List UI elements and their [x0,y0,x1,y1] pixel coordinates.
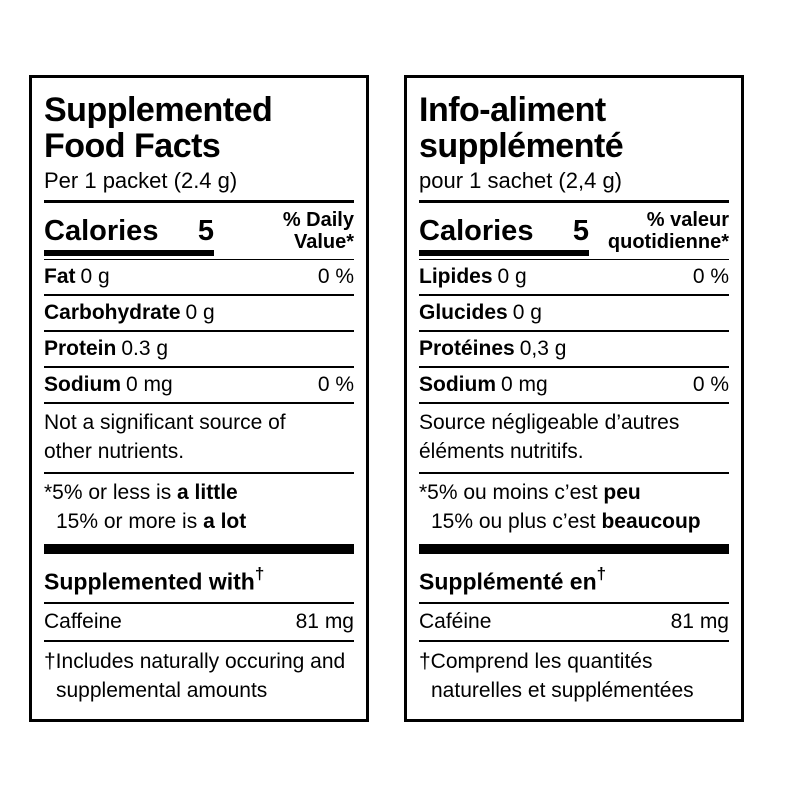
nutrient-daily-value: 0 % [692,373,729,396]
nutrient-amount: 0 g [80,265,110,288]
nutrient-row-protein: Protein 0.3 g [44,332,354,368]
dv-heading-line-2: Value* [293,231,354,253]
french-facts-panel: Info-aliment supplémenté pour 1 sachet (… [404,75,744,722]
nutrient-amount: 0 mg [126,373,173,396]
other-nutrients-note: Source négligeable d’autres éléments nut… [419,404,729,474]
calories-label: Calories [44,215,159,247]
calories-block: Calories 5 [419,215,589,256]
nutrient-name: Sodium [419,373,496,396]
nutrient-row-glucides: Glucides 0 g [419,296,729,332]
legend-bold: a lot [203,510,247,533]
nutrient-row-carbohydrate: Carbohydrate 0 g [44,296,354,332]
supplemented-heading: Supplémenté en† [419,554,729,604]
calories-row: Calories 5 % valeur quotidienne* [419,203,729,260]
other-nutrients-note: Not a significant source of other nutrie… [44,404,354,474]
legend-text: *5% ou moins c’est [419,481,604,504]
nutrient-amount: 0 mg [501,373,548,396]
calories-block: Calories 5 [44,215,214,256]
nutrient-daily-value: 0 % [317,373,354,396]
supplemented-heading-text: Supplemented with [44,568,255,595]
english-facts-panel: Supplemented Food Facts Per 1 packet (2.… [29,75,369,722]
calories-row: Calories 5 % Daily Value* [44,203,354,260]
note-line-2: other nutrients. [44,440,185,463]
supplement-name: Caféine [419,609,492,633]
daily-value-legend: *5% or less is a little 15% or more is a… [44,474,354,554]
footnote-line-2: naturelles et supplémentées [431,678,694,702]
legend-line-1: *5% ou moins c’est peu [419,478,729,507]
legend-text: 15% ou plus c’est [431,510,602,533]
nutrient-amount: 0.3 g [121,337,169,360]
title-line-1: Info-aliment [419,91,606,129]
serving-size: Per 1 packet (2.4 g) [44,168,354,203]
nutrient-name: Lipides [419,265,493,288]
dv-heading-line-2: quotidienne* [607,231,729,253]
calories-label: Calories [419,215,534,247]
nutrient-name: Protein [44,337,117,360]
footnote-line-2: supplemental amounts [56,678,268,702]
legend-bold: a little [177,481,238,504]
title-line-2: supplémenté [419,127,624,165]
nutrient-name: Fat [44,265,76,288]
supplement-row: Caféine 81 mg [419,604,729,642]
legend-line-1: *5% or less is a little [44,478,354,507]
note-line-1: Not a significant source of [44,411,286,434]
supplement-name: Caffeine [44,609,122,633]
dagger-mark: † [254,564,265,583]
nutrient-daily-value: 0 % [692,265,729,288]
calories-value: 5 [197,215,214,247]
supplemented-heading: Supplemented with† [44,554,354,604]
legend-text: *5% or less is [44,481,178,504]
nutrient-amount: 0,3 g [519,337,567,360]
supplement-row: Caffeine 81 mg [44,604,354,642]
dagger-mark: † [596,564,607,583]
nutrient-row-fat: Fat 0 g 0 % [44,260,354,296]
legend-text: 15% or more is [56,510,204,533]
daily-value-heading: % Daily Value* [283,209,354,253]
serving-size: pour 1 sachet (2,4 g) [419,168,729,203]
nutrient-name: Protéines [419,337,515,360]
note-line-2: éléments nutritifs. [419,440,584,463]
supplement-amount: 81 mg [295,609,354,633]
nutrient-row-proteines: Protéines 0,3 g [419,332,729,368]
panel-title: Info-aliment supplémenté [419,92,729,164]
calories-value: 5 [572,215,589,247]
nutrient-daily-value: 0 % [317,265,354,288]
daily-value-legend: *5% ou moins c’est peu 15% ou plus c’est… [419,474,729,554]
title-line-2: Food Facts [44,127,221,165]
legend-line-2: 15% ou plus c’est beaucoup [419,507,729,536]
title-line-1: Supplemented [44,91,273,129]
note-line-1: Source négligeable d’autres [419,411,680,434]
panel-title: Supplemented Food Facts [44,92,354,164]
nutrient-amount: 0 g [185,301,215,324]
nutrient-amount: 0 g [512,301,542,324]
footnote-line-1: †Comprend les quantités [419,649,653,673]
legend-line-2: 15% or more is a lot [44,507,354,536]
dv-heading-line-1: % valeur [646,209,729,231]
footnote: †Comprend les quantités naturelles et su… [419,642,729,705]
legend-bold: beaucoup [601,510,701,533]
nutrient-name: Sodium [44,373,121,396]
legend-bold: peu [603,481,641,504]
supplemented-heading-text: Supplémenté en [419,568,597,595]
footnote: †Includes naturally occuring and supplem… [44,642,354,705]
nutrient-row-sodium: Sodium 0 mg 0 % [44,368,354,404]
daily-value-heading: % valeur quotidienne* [608,209,729,253]
supplement-amount: 81 mg [670,609,729,633]
nutrient-name: Glucides [419,301,508,324]
nutrient-row-sodium: Sodium 0 mg 0 % [419,368,729,404]
dv-heading-line-1: % Daily [282,209,354,231]
footnote-line-1: †Includes naturally occuring and [44,649,346,673]
nutrient-amount: 0 g [497,265,527,288]
nutrient-row-lipides: Lipides 0 g 0 % [419,260,729,296]
nutrient-name: Carbohydrate [44,301,181,324]
